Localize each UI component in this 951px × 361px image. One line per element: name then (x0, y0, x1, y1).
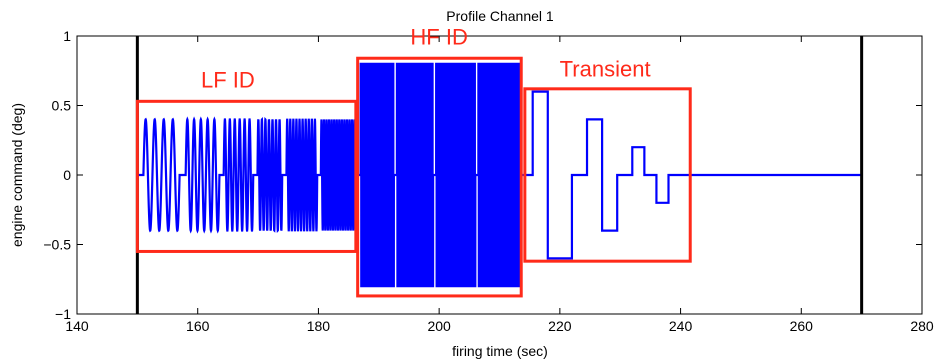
x-tick-label: 280 (910, 318, 934, 334)
plot-area: 140 160 180 200 220 240 260 280 −1 −0.5 0 0.5 1 LF ID… (43, 24, 934, 334)
y-tick-label: 0.5 (52, 98, 72, 114)
annotation-box-transient (523, 87, 692, 263)
annotation-label-lf-id: LF ID (201, 67, 255, 92)
y-tick-label: −0.5 (43, 237, 71, 253)
y-axis-label: engine command (deg) (9, 103, 25, 247)
annotation-box-lf-id (135, 99, 358, 253)
y-tick-label: 0 (63, 167, 71, 183)
x-tick-label: 160 (186, 318, 210, 334)
x-axis-label: firing time (sec) (452, 343, 548, 359)
chart-title: Profile Channel 1 (446, 8, 554, 24)
y-tick-label: −1 (55, 306, 71, 322)
annotation-label-transient: Transient (560, 56, 651, 81)
x-tick-label: 220 (548, 318, 572, 334)
x-tick-label: 180 (307, 318, 331, 334)
annotation-box-hf-id (356, 56, 523, 298)
y-tick-label: 1 (63, 28, 71, 44)
signal-line (137, 62, 862, 288)
annotation-label-hf-id: HF ID (410, 24, 467, 49)
x-tick-label: 240 (669, 318, 693, 334)
x-tick-label: 200 (427, 318, 451, 334)
x-tick-label: 140 (65, 318, 89, 334)
x-tick-label: 260 (790, 318, 814, 334)
